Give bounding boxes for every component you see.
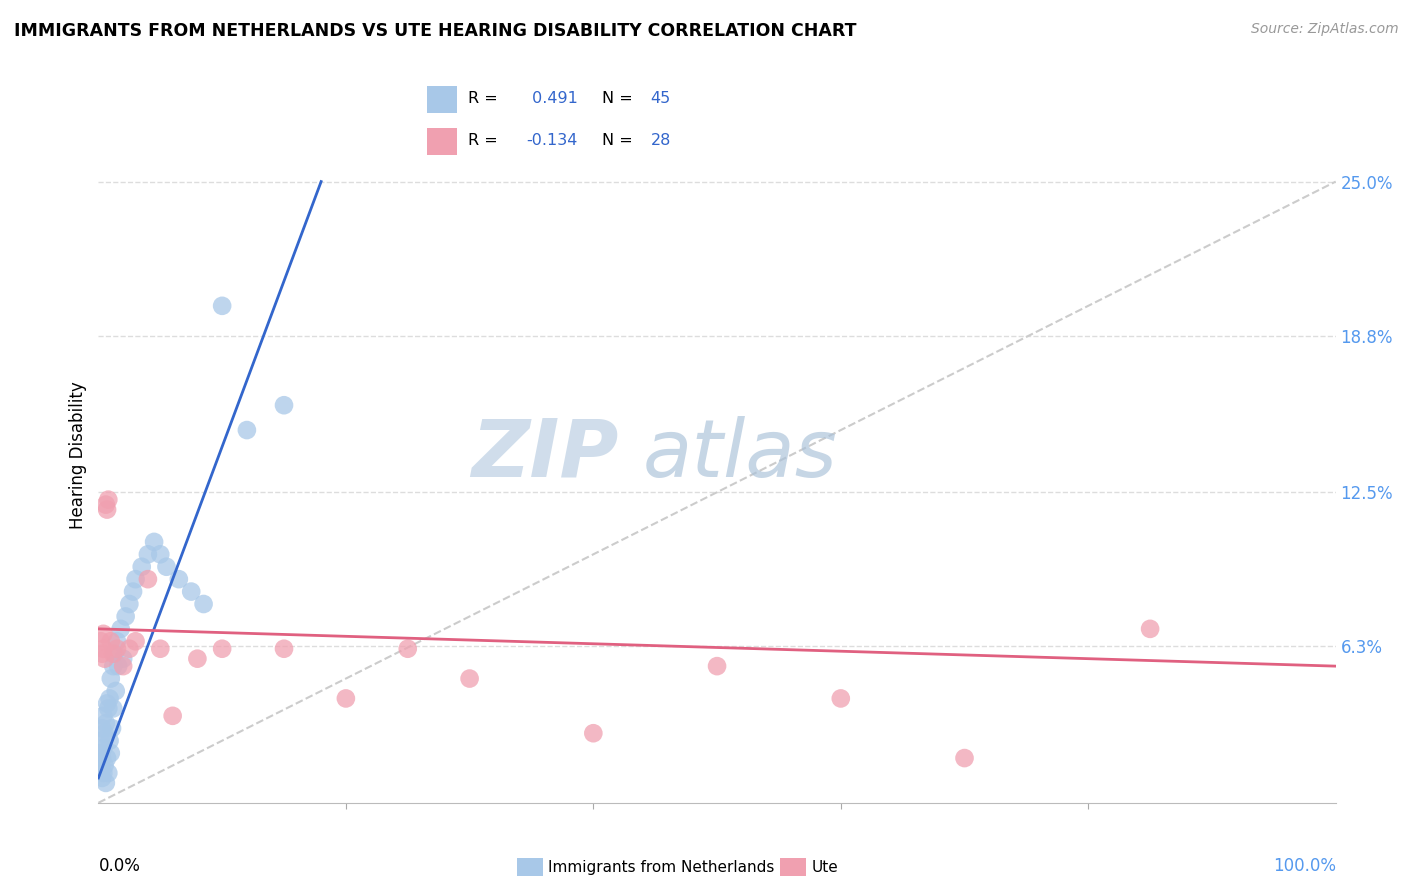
Point — [93, 741, 115, 756]
Point — [91, 751, 114, 765]
Point — [149, 547, 172, 561]
Point — [90, 758, 112, 772]
Point — [180, 584, 202, 599]
Text: IMMIGRANTS FROM NETHERLANDS VS UTE HEARING DISABILITY CORRELATION CHART: IMMIGRANTS FROM NETHERLANDS VS UTE HEARI… — [14, 22, 856, 40]
Point — [104, 684, 127, 698]
Text: R =: R = — [468, 133, 498, 148]
Point — [103, 701, 125, 715]
Point — [124, 572, 146, 586]
Text: -0.134: -0.134 — [527, 133, 578, 148]
Point — [103, 659, 125, 673]
Point — [211, 641, 233, 656]
Point — [186, 651, 208, 665]
Point — [107, 659, 129, 673]
Text: ZIP: ZIP — [471, 416, 619, 494]
FancyBboxPatch shape — [427, 128, 457, 154]
Point — [93, 627, 115, 641]
Point — [94, 776, 117, 790]
Point — [96, 697, 118, 711]
Point — [458, 672, 481, 686]
Point — [96, 502, 118, 516]
Text: Source: ZipAtlas.com: Source: ZipAtlas.com — [1251, 22, 1399, 37]
Point — [89, 746, 111, 760]
Text: 100.0%: 100.0% — [1272, 857, 1336, 875]
Point — [273, 398, 295, 412]
Point — [149, 641, 172, 656]
Point — [93, 641, 115, 656]
Point — [136, 572, 159, 586]
Point — [103, 647, 125, 661]
Text: 45: 45 — [651, 91, 671, 106]
Point — [100, 634, 122, 648]
Point — [93, 651, 115, 665]
Point — [94, 498, 117, 512]
Point — [582, 726, 605, 740]
Text: 0.491: 0.491 — [527, 91, 578, 106]
Point — [90, 733, 112, 747]
Point — [118, 641, 141, 656]
Text: atlas: atlas — [643, 416, 838, 494]
Point — [830, 691, 852, 706]
Point — [162, 708, 184, 723]
Point — [1139, 622, 1161, 636]
Point — [167, 572, 190, 586]
Text: 0.0%: 0.0% — [98, 857, 141, 875]
Point — [98, 691, 121, 706]
Point — [97, 701, 120, 715]
Point — [706, 659, 728, 673]
Point — [91, 647, 114, 661]
Point — [93, 708, 115, 723]
Point — [112, 659, 135, 673]
FancyBboxPatch shape — [427, 87, 457, 112]
Point — [953, 751, 976, 765]
Point — [114, 609, 136, 624]
Point — [90, 634, 112, 648]
Point — [105, 641, 128, 656]
Point — [96, 751, 118, 765]
Point — [122, 584, 145, 599]
Point — [103, 647, 125, 661]
Point — [97, 492, 120, 507]
Point — [236, 423, 259, 437]
Point — [143, 535, 166, 549]
Point — [118, 597, 141, 611]
Point — [91, 721, 114, 735]
Point — [98, 733, 121, 747]
Point — [101, 721, 124, 735]
Point — [131, 559, 153, 574]
Text: Ute: Ute — [811, 860, 838, 874]
Point — [335, 691, 357, 706]
Point — [396, 641, 419, 656]
Text: R =: R = — [468, 91, 498, 106]
Point — [97, 766, 120, 780]
Point — [193, 597, 215, 611]
Point — [112, 651, 135, 665]
Point — [94, 716, 117, 731]
Text: Immigrants from Netherlands: Immigrants from Netherlands — [548, 860, 775, 874]
Point — [273, 641, 295, 656]
Point — [211, 299, 233, 313]
Point — [105, 634, 128, 648]
Point — [93, 766, 115, 780]
Point — [124, 634, 146, 648]
Text: 28: 28 — [651, 133, 671, 148]
Point — [93, 726, 115, 740]
Point — [93, 758, 115, 772]
Point — [91, 771, 114, 785]
Text: N =: N = — [602, 133, 633, 148]
Point — [110, 622, 132, 636]
Point — [100, 672, 122, 686]
Point — [136, 547, 159, 561]
Point — [155, 559, 177, 574]
Y-axis label: Hearing Disability: Hearing Disability — [69, 381, 87, 529]
Point — [100, 746, 122, 760]
Text: N =: N = — [602, 91, 633, 106]
